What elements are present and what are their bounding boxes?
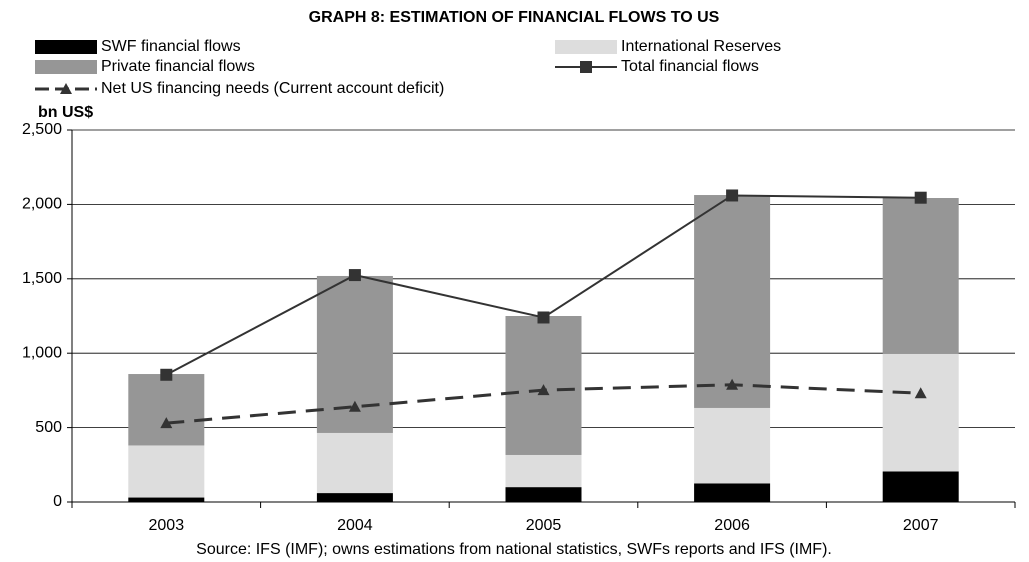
line-marker bbox=[160, 417, 173, 429]
source-note: Source: IFS (IMF); owns estimations from… bbox=[196, 541, 832, 558]
bar-segment bbox=[316, 493, 393, 502]
legend-swatch bbox=[35, 40, 97, 54]
legend-swatch bbox=[555, 40, 617, 54]
legend-label: Total financial flows bbox=[621, 58, 759, 75]
y-tick-label: 2,000 bbox=[22, 196, 62, 213]
bar-segment bbox=[128, 374, 205, 446]
line-marker bbox=[537, 311, 550, 324]
legend-marker bbox=[60, 83, 72, 94]
legend-label: Net US financing needs (Current account … bbox=[101, 80, 444, 97]
line-marker bbox=[914, 191, 927, 204]
line-marker bbox=[914, 387, 927, 399]
y-tick-label: 2,500 bbox=[22, 121, 62, 138]
y-tick-label: 1,000 bbox=[22, 344, 62, 361]
bar-segment bbox=[694, 407, 771, 484]
bar-segment bbox=[882, 353, 959, 472]
bar-segment bbox=[694, 483, 771, 502]
x-tick-label: 2007 bbox=[903, 517, 939, 534]
bar-segment bbox=[128, 497, 205, 502]
bar-segment bbox=[128, 445, 205, 498]
bar-segment bbox=[694, 195, 771, 408]
x-tick-label: 2005 bbox=[526, 517, 562, 534]
line-marker bbox=[537, 384, 550, 396]
line-marker bbox=[348, 269, 361, 282]
bar-segment bbox=[882, 198, 959, 354]
legend-swatch bbox=[35, 60, 97, 74]
legend-marker bbox=[580, 61, 592, 73]
chart-title: GRAPH 8: ESTIMATION OF FINANCIAL FLOWS T… bbox=[309, 9, 720, 26]
x-tick-label: 2003 bbox=[149, 517, 185, 534]
line-marker bbox=[348, 400, 361, 412]
legend-label: Private financial flows bbox=[101, 58, 255, 75]
bar-segment bbox=[505, 487, 582, 502]
legend-label: SWF financial flows bbox=[101, 38, 241, 55]
bar-segment bbox=[882, 471, 959, 502]
y-axis-label: bn US$ bbox=[38, 104, 93, 121]
bar-segment bbox=[316, 432, 393, 494]
bar-segment bbox=[505, 454, 582, 488]
y-tick-label: 500 bbox=[35, 419, 62, 436]
y-tick-label: 1,500 bbox=[22, 270, 62, 287]
line-marker bbox=[726, 189, 739, 202]
x-tick-label: 2006 bbox=[714, 517, 750, 534]
line-marker bbox=[160, 368, 173, 381]
x-tick-label: 2004 bbox=[337, 517, 373, 534]
y-tick-label: 0 bbox=[53, 493, 62, 510]
legend-label: International Reserves bbox=[621, 38, 781, 55]
line-marker bbox=[726, 378, 739, 390]
